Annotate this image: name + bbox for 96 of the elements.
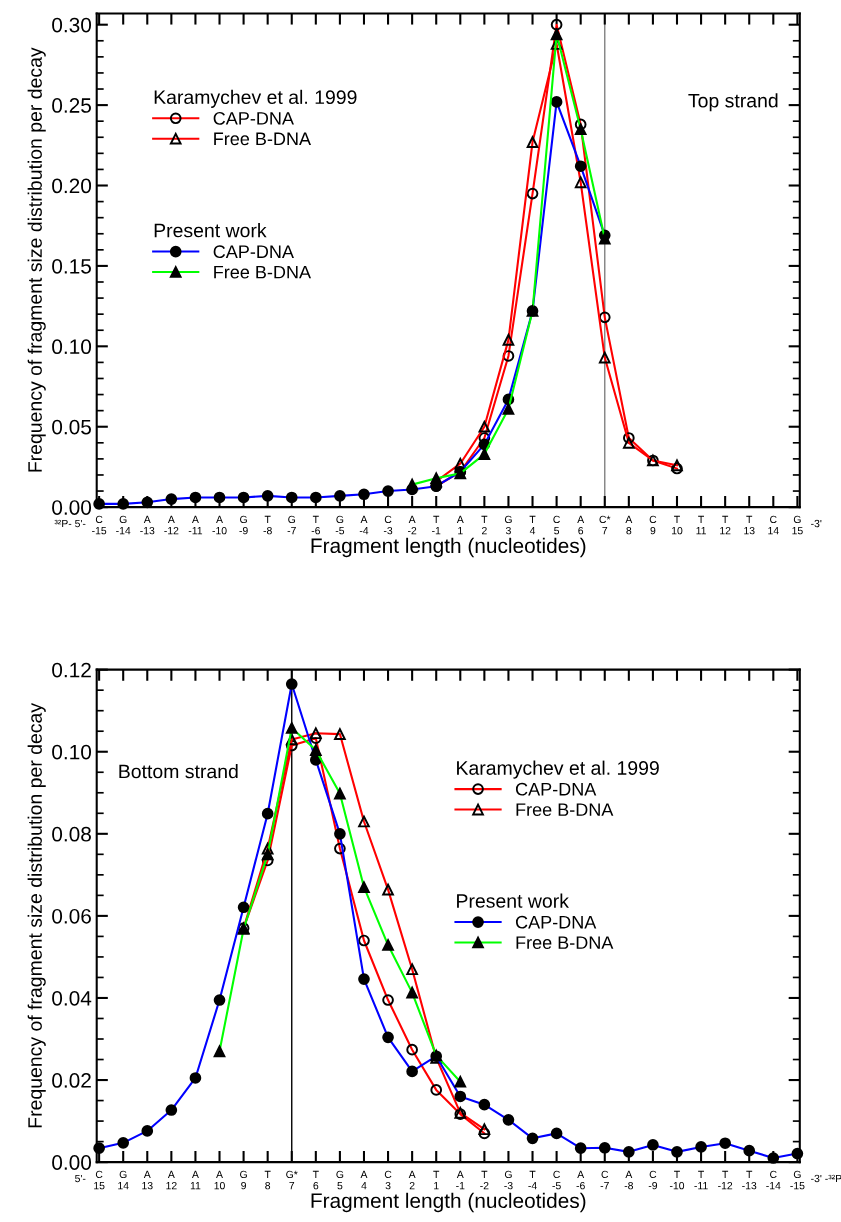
x-tick-label: A -11 — [188, 515, 203, 535]
x-tick-label: T 13 — [744, 515, 755, 535]
x-tick-label: A 10 — [214, 1170, 225, 1190]
y-tick-label: 0.30 — [52, 17, 92, 33]
y-tick-label: 0.10 — [52, 339, 92, 355]
y-tick-label: 0.00 — [52, 500, 92, 515]
x-tick-label: A -1 — [456, 1170, 465, 1190]
x-tick-label: T 12 — [720, 515, 731, 535]
x-tick-label: T 4 — [529, 515, 536, 535]
x-tick-label: C 9 — [649, 515, 657, 535]
text: -3' -³²P — [811, 1174, 841, 1183]
legend-label: Free B-DNA — [214, 265, 312, 279]
legend-label: CAP-DNA — [213, 111, 294, 125]
x-tick-label: G -14 — [116, 515, 131, 535]
x-tick-label: T -4 — [528, 1170, 537, 1190]
x-tick-label: A -4 — [359, 515, 369, 535]
x-tick-label: T -6 — [311, 515, 320, 535]
x-tick-label: G 14 — [118, 1170, 129, 1190]
legend-label: CAP-DNA — [213, 245, 294, 259]
x-tick-label: C -7 — [600, 1170, 609, 1190]
legend-label: CAP-DNA — [515, 915, 597, 929]
annotation: Top strand — [688, 93, 778, 112]
text: ³²P- 5'- — [54, 519, 86, 528]
x-tick-label: A 11 — [190, 1170, 201, 1190]
x-tick-label: C 14 — [768, 515, 779, 535]
text: 5'- — [75, 1174, 86, 1183]
y-tick-label: 0.12 — [52, 662, 91, 678]
legend-label: Free B-DNA — [516, 803, 614, 817]
x-tick-label: G* 7 — [286, 1170, 298, 1190]
x-tick-label: C 15 — [94, 1170, 105, 1190]
legend-label: CAP-DNA — [515, 782, 597, 796]
legend-label: Free B-DNA — [214, 132, 312, 146]
x-tick-label: C -9 — [648, 1170, 658, 1190]
y-tick-label: 0.08 — [52, 826, 91, 842]
x-tick-label: T 8 — [264, 1170, 271, 1190]
x-tick-label: A 1 — [456, 515, 464, 535]
x-tick-label: A 6 — [577, 515, 585, 535]
x-tick-label: A 2 — [408, 1170, 416, 1190]
y-tick-label: 0.05 — [52, 419, 91, 435]
x-tick-label: T -1 — [432, 515, 441, 535]
x-tick-label: A 13 — [142, 1170, 153, 1190]
x-tick-label: C -3 — [383, 515, 393, 535]
x-tick-label: A 8 — [625, 515, 633, 535]
x-tick-label: G 5 — [336, 1170, 344, 1190]
x-tick-label: T 11 — [696, 515, 706, 535]
x-tick-label: T 1 — [433, 1170, 440, 1190]
x-tick-label: C -5 — [552, 1170, 561, 1190]
annotation: Bottom strand — [119, 764, 238, 779]
annotation: Present work — [457, 893, 569, 908]
legend-label: Free B-DNA — [516, 936, 614, 949]
y-tick-label: 0.00 — [52, 1155, 92, 1170]
x-tick-label: G -9 — [239, 515, 248, 535]
x-tick-label: T 6 — [312, 1170, 319, 1190]
x-tick-label: A -13 — [140, 515, 155, 535]
x-tick-label: A -2 — [407, 515, 417, 535]
y-tick-label: 0.20 — [52, 178, 92, 194]
x-tick-label: G 9 — [240, 1170, 247, 1190]
x-tick-label: A -8 — [624, 1170, 634, 1190]
x-tick-label: C -15 — [92, 515, 107, 535]
annotation: Karamychev et al. 1999 — [154, 89, 357, 108]
x-tick-label: C -14 — [766, 1170, 781, 1190]
x-tick-label: C* 7 — [599, 515, 611, 535]
y-axis-title: Frequency of fragment size distribution per decay — [27, 702, 46, 1128]
x-tick-label: A -12 — [164, 515, 179, 535]
x-tick-label: A 12 — [166, 1170, 177, 1190]
x-tick-label: T -8 — [263, 515, 272, 535]
x-axis-title: Fragment length (nucleotides) — [311, 537, 586, 558]
x-tick-label: A -10 — [212, 515, 227, 535]
x-axis-title: Fragment length (nucleotides) — [311, 1192, 586, 1213]
text: -3' — [811, 519, 822, 528]
x-tick-label: T -13 — [742, 1170, 757, 1190]
annotation: Present work — [154, 223, 267, 238]
x-tick-label: A 4 — [360, 1170, 368, 1190]
x-tick-label: C 5 — [553, 515, 560, 535]
x-tick-label: T -10 — [669, 1170, 685, 1190]
x-tick-label: G 15 — [792, 515, 803, 535]
y-axis-title: Frequency of fragment size distribution per decay — [27, 47, 46, 472]
annotation: Karamychev et al. 1999 — [457, 760, 659, 779]
x-tick-label: G -5 — [335, 515, 345, 535]
x-tick-label: G 3 — [504, 515, 512, 535]
x-tick-label: G -3 — [504, 1170, 513, 1190]
x-tick-label: G -15 — [790, 1170, 805, 1190]
x-tick-label: A -6 — [576, 1170, 585, 1190]
x-tick-label: T -2 — [480, 1170, 489, 1190]
x-tick-label: T 2 — [481, 515, 488, 535]
y-tick-label: 0.02 — [52, 1073, 91, 1088]
y-tick-label: 0.25 — [52, 98, 91, 113]
x-tick-label: T -12 — [718, 1170, 733, 1190]
y-tick-label: 0.15 — [52, 258, 91, 274]
x-tick-label: T -11 — [694, 1170, 708, 1190]
y-tick-label: 0.10 — [52, 744, 92, 760]
x-tick-label: G -7 — [287, 515, 296, 535]
y-tick-label: 0.06 — [52, 908, 91, 924]
x-tick-label: T 10 — [672, 515, 683, 535]
y-tick-label: 0.04 — [52, 990, 92, 1006]
x-tick-label: C 3 — [384, 1170, 392, 1190]
